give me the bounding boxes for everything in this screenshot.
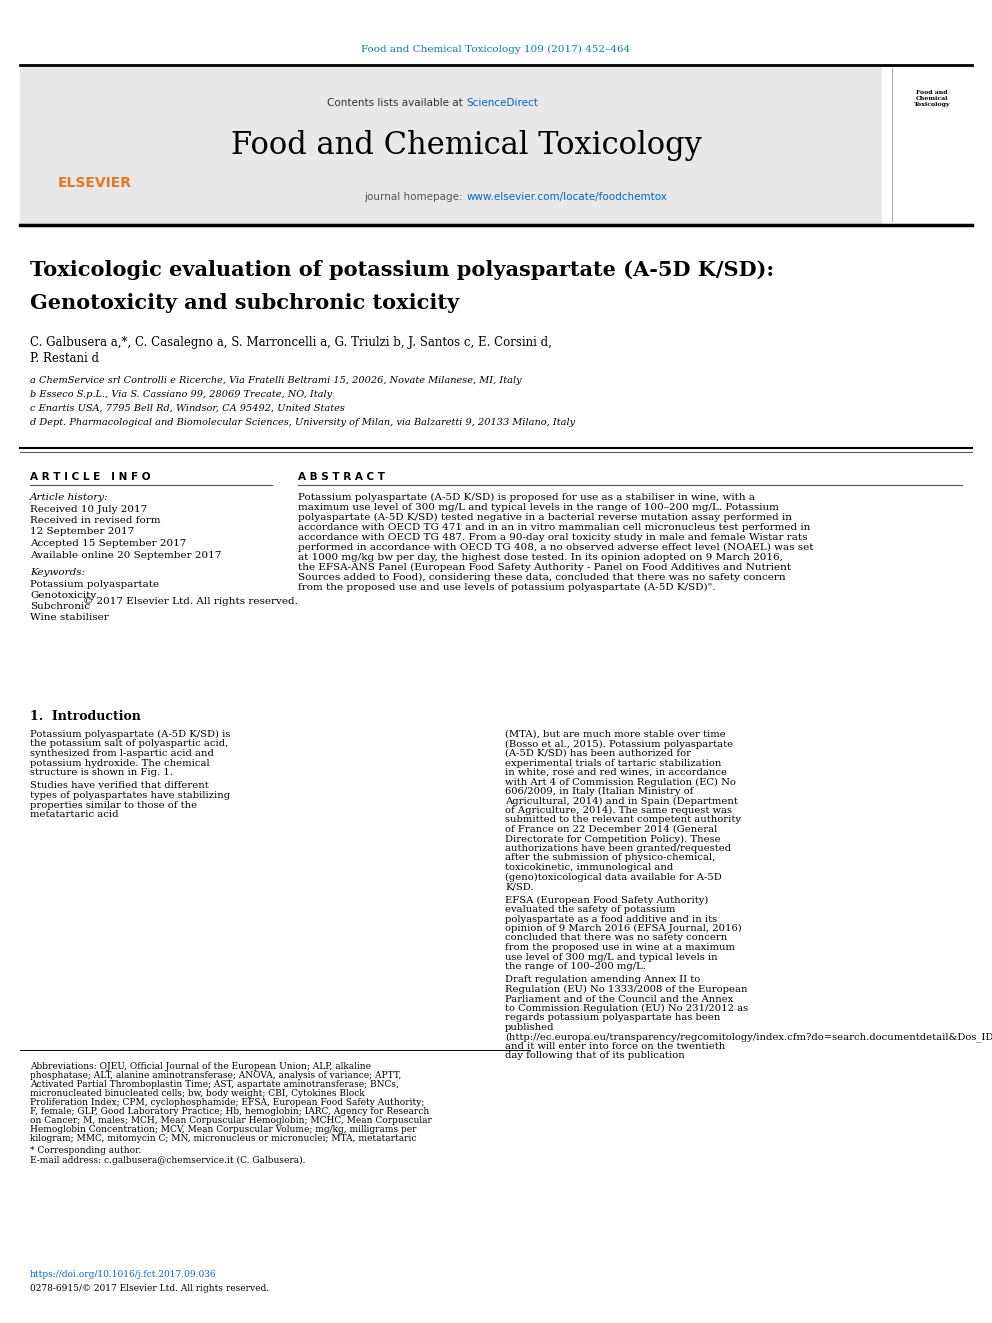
Text: www.elsevier.com/locate/foodchemtox: www.elsevier.com/locate/foodchemtox	[466, 192, 667, 202]
Text: c Enartis USA, 7795 Bell Rd, Windsor, CA 95492, United States: c Enartis USA, 7795 Bell Rd, Windsor, CA…	[30, 404, 345, 413]
Text: (MTA), but are much more stable over time: (MTA), but are much more stable over tim…	[505, 730, 726, 740]
Text: potassium hydroxide. The chemical: potassium hydroxide. The chemical	[30, 758, 209, 767]
Text: Potassium polyaspartate (A-5D K/SD) is: Potassium polyaspartate (A-5D K/SD) is	[30, 730, 230, 740]
Text: on Cancer; M, males; MCH, Mean Corpuscular Hemoglobin; MCHC, Mean Corpuscular: on Cancer; M, males; MCH, Mean Corpuscul…	[30, 1117, 432, 1125]
Text: Regulation (EU) No 1333/2008 of the European: Regulation (EU) No 1333/2008 of the Euro…	[505, 986, 748, 994]
Text: Studies have verified that different: Studies have verified that different	[30, 782, 208, 791]
Text: evaluated the safety of potassium: evaluated the safety of potassium	[505, 905, 676, 914]
Text: C. Galbusera a,*, C. Casalegno a, S. Marroncelli a, G. Triulzi b, J. Santos c, E: C. Galbusera a,*, C. Casalegno a, S. Mar…	[30, 336, 552, 349]
Text: at 1000 mg/kg bw per day, the highest dose tested. In its opinion adopted on 9 M: at 1000 mg/kg bw per day, the highest do…	[298, 553, 783, 562]
Text: polyaspartate (A-5D K/SD) tested negative in a bacterial reverse mutation assay : polyaspartate (A-5D K/SD) tested negativ…	[298, 513, 792, 523]
Text: properties similar to those of the: properties similar to those of the	[30, 800, 197, 810]
Text: Accepted 15 September 2017: Accepted 15 September 2017	[30, 538, 186, 548]
Text: the range of 100–200 mg/L.: the range of 100–200 mg/L.	[505, 962, 646, 971]
Text: accordance with OECD TG 471 and in an in vitro mammalian cell micronucleus test : accordance with OECD TG 471 and in an in…	[298, 523, 810, 532]
Text: d Dept. Pharmacological and Biomolecular Sciences, University of Milan, via Balz: d Dept. Pharmacological and Biomolecular…	[30, 418, 575, 427]
Text: the potassium salt of polyaspartic acid,: the potassium salt of polyaspartic acid,	[30, 740, 228, 749]
Text: experimental trials of tartaric stabilization: experimental trials of tartaric stabiliz…	[505, 758, 721, 767]
Text: Subchronic: Subchronic	[30, 602, 90, 611]
Text: (A-5D K/SD) has been authorized for: (A-5D K/SD) has been authorized for	[505, 749, 691, 758]
Text: to Commission Regulation (EU) No 231/2012 as: to Commission Regulation (EU) No 231/201…	[505, 1004, 748, 1013]
Text: with Art 4 of Commission Regulation (EC) No: with Art 4 of Commission Regulation (EC)…	[505, 778, 736, 787]
Text: performed in accordance with OECD TG 408, a no observed adverse effect level (NO: performed in accordance with OECD TG 408…	[298, 542, 813, 552]
Text: Hemoglobin Concentration; MCV, Mean Corpuscular Volume; mg/kg, milligrams per: Hemoglobin Concentration; MCV, Mean Corp…	[30, 1125, 417, 1134]
Text: F, female; GLP, Good Laboratory Practice; Hb, hemoglobin; IARC, Agency for Resea: F, female; GLP, Good Laboratory Practice…	[30, 1107, 430, 1117]
Text: synthesized from l-aspartic acid and: synthesized from l-aspartic acid and	[30, 749, 214, 758]
Text: opinion of 9 March 2016 (EFSA Journal, 2016): opinion of 9 March 2016 (EFSA Journal, 2…	[505, 923, 742, 933]
Text: Proliferation Index; CPM, cyclophosphamide; EFSA, European Food Safety Authority: Proliferation Index; CPM, cyclophosphami…	[30, 1098, 425, 1107]
Text: Activated Partial Thromboplastin Time; AST, aspartate aminotransferase; BNCs,: Activated Partial Thromboplastin Time; A…	[30, 1080, 399, 1089]
Text: Potassium polyaspartate (A-5D K/SD) is proposed for use as a stabiliser in wine,: Potassium polyaspartate (A-5D K/SD) is p…	[298, 493, 755, 503]
Text: https://doi.org/10.1016/j.fct.2017.09.036: https://doi.org/10.1016/j.fct.2017.09.03…	[30, 1270, 216, 1279]
Text: concluded that there was no safety concern: concluded that there was no safety conce…	[505, 934, 727, 942]
Text: maximum use level of 300 mg/L and typical levels in the range of 100–200 mg/L. P: maximum use level of 300 mg/L and typica…	[298, 503, 779, 512]
Text: Food and Chemical Toxicology: Food and Chemical Toxicology	[231, 130, 701, 161]
Text: accordance with OECD TG 487. From a 90-day oral toxicity study in male and femal: accordance with OECD TG 487. From a 90-d…	[298, 533, 807, 542]
Text: Food and Chemical Toxicology 109 (2017) 452–464: Food and Chemical Toxicology 109 (2017) …	[361, 45, 631, 54]
Text: Genotoxicity: Genotoxicity	[30, 591, 96, 601]
Text: after the submission of physico-chemical,: after the submission of physico-chemical…	[505, 853, 715, 863]
FancyBboxPatch shape	[20, 67, 882, 225]
Text: Sources added to Food), considering these data, concluded that there was no safe: Sources added to Food), considering thes…	[298, 573, 786, 582]
Text: of Agriculture, 2014). The same request was: of Agriculture, 2014). The same request …	[505, 806, 732, 815]
Text: the EFSA-ANS Panel (European Food Safety Authority - Panel on Food Additives and: the EFSA-ANS Panel (European Food Safety…	[298, 564, 792, 572]
Text: A R T I C L E   I N F O: A R T I C L E I N F O	[30, 472, 151, 482]
Text: from the proposed use in wine at a maximum: from the proposed use in wine at a maxim…	[505, 943, 735, 953]
Text: Contents lists available at: Contents lists available at	[327, 98, 466, 108]
Text: phosphatase; ALT, alanine aminotransferase; ANOVA, analysis of variance; APTT,: phosphatase; ALT, alanine aminotransfera…	[30, 1072, 401, 1080]
Text: types of polyaspartates have stabilizing: types of polyaspartates have stabilizing	[30, 791, 230, 800]
Text: in white, rosé and red wines, in accordance: in white, rosé and red wines, in accorda…	[505, 767, 727, 777]
Text: Received in revised form: Received in revised form	[30, 516, 161, 525]
Text: P. Restani d: P. Restani d	[30, 352, 99, 365]
Text: from the proposed use and use levels of potassium polyaspartate (A-5D K/SD)".: from the proposed use and use levels of …	[298, 583, 715, 593]
Text: b Esseco S.p.L., Via S. Cassiano 99, 28069 Trecate, NO, Italy: b Esseco S.p.L., Via S. Cassiano 99, 280…	[30, 390, 332, 400]
Text: 1.  Introduction: 1. Introduction	[30, 710, 141, 722]
Text: Article history:: Article history:	[30, 493, 109, 501]
Text: toxicokinetic, immunological and: toxicokinetic, immunological and	[505, 863, 674, 872]
Text: Directorate for Competition Policy). These: Directorate for Competition Policy). The…	[505, 835, 720, 844]
Text: journal homepage:: journal homepage:	[364, 192, 466, 202]
Text: 12 September 2017: 12 September 2017	[30, 528, 134, 537]
Text: Food and
Chemical
Toxicology: Food and Chemical Toxicology	[914, 90, 950, 107]
Text: Draft regulation amending Annex II to: Draft regulation amending Annex II to	[505, 975, 700, 984]
Text: a ChemService srl Controlli e Ricerche, Via Fratelli Beltrami 15, 20026, Novate : a ChemService srl Controlli e Ricerche, …	[30, 376, 522, 385]
Text: regards potassium polyaspartate has been: regards potassium polyaspartate has been	[505, 1013, 720, 1023]
Text: A B S T R A C T: A B S T R A C T	[298, 472, 385, 482]
Text: Wine stabiliser: Wine stabiliser	[30, 613, 109, 622]
Text: Agricultural, 2014) and in Spain (Department: Agricultural, 2014) and in Spain (Depart…	[505, 796, 738, 806]
Text: ScienceDirect: ScienceDirect	[466, 98, 538, 108]
Text: submitted to the relevant competent authority: submitted to the relevant competent auth…	[505, 815, 741, 824]
Text: of France on 22 December 2014 (General: of France on 22 December 2014 (General	[505, 826, 717, 833]
Text: polyaspartate as a food additive and in its: polyaspartate as a food additive and in …	[505, 914, 717, 923]
Text: Abbreviations: OJEU, Official Journal of the European Union; ALP, alkaline: Abbreviations: OJEU, Official Journal of…	[30, 1062, 371, 1072]
Text: metatartaric acid: metatartaric acid	[30, 810, 118, 819]
Text: Potassium polyaspartate: Potassium polyaspartate	[30, 579, 159, 589]
Text: K/SD.: K/SD.	[505, 882, 534, 890]
Text: 0278-6915/© 2017 Elsevier Ltd. All rights reserved.: 0278-6915/© 2017 Elsevier Ltd. All right…	[30, 1285, 269, 1293]
Text: © 2017 Elsevier Ltd. All rights reserved.: © 2017 Elsevier Ltd. All rights reserved…	[83, 597, 298, 606]
Text: ELSEVIER: ELSEVIER	[58, 176, 132, 191]
Text: Genotoxicity and subchronic toxicity: Genotoxicity and subchronic toxicity	[30, 292, 459, 314]
Text: micronucleated binucleated cells; bw, body weight; CBI, Cytokines Block: micronucleated binucleated cells; bw, bo…	[30, 1089, 365, 1098]
Text: and it will enter into force on the twentieth: and it will enter into force on the twen…	[505, 1043, 725, 1050]
Text: authorizations have been granted/requested: authorizations have been granted/request…	[505, 844, 731, 853]
Text: day following that of its publication: day following that of its publication	[505, 1052, 684, 1061]
Text: kilogram; MMC, mitomycin C; MN, micronucleus or micronuclei; MTA, metatartaric: kilogram; MMC, mitomycin C; MN, micronuc…	[30, 1134, 417, 1143]
Text: use level of 300 mg/L and typical levels in: use level of 300 mg/L and typical levels…	[505, 953, 717, 962]
Text: EFSA (European Food Safety Authority): EFSA (European Food Safety Authority)	[505, 896, 708, 905]
Text: E-mail address: c.galbusera@chemservice.it (C. Galbusera).: E-mail address: c.galbusera@chemservice.…	[30, 1156, 306, 1166]
Text: Parliament and of the Council and the Annex: Parliament and of the Council and the An…	[505, 995, 733, 1004]
Text: structure is shown in Fig. 1.: structure is shown in Fig. 1.	[30, 767, 173, 777]
Text: * Corresponding author.: * Corresponding author.	[30, 1146, 142, 1155]
Text: (geno)toxicological data available for A-5D: (geno)toxicological data available for A…	[505, 872, 722, 881]
Text: Received 10 July 2017: Received 10 July 2017	[30, 504, 147, 513]
Text: Keywords:: Keywords:	[30, 568, 85, 577]
Text: (Bosso et al., 2015). Potassium polyaspartate: (Bosso et al., 2015). Potassium polyaspa…	[505, 740, 733, 749]
Text: published: published	[505, 1023, 555, 1032]
Text: Toxicologic evaluation of potassium polyaspartate (A-5D K/SD):: Toxicologic evaluation of potassium poly…	[30, 261, 774, 280]
Text: 606/2009, in Italy (Italian Ministry of: 606/2009, in Italy (Italian Ministry of	[505, 787, 693, 796]
Text: Available online 20 September 2017: Available online 20 September 2017	[30, 550, 221, 560]
Text: (http://ec.europa.eu/transparency/regcomitology/index.cfm?do=search.documentdeta: (http://ec.europa.eu/transparency/regcom…	[505, 1032, 992, 1043]
